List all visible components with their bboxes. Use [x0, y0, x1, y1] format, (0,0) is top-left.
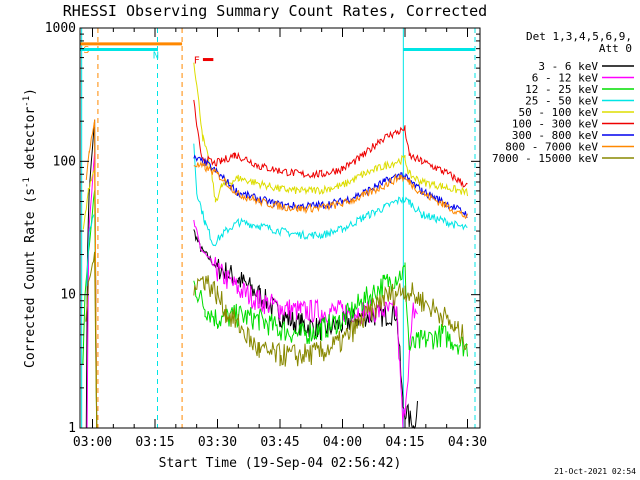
x-axis-title: Start Time (19-Sep-04 02:56:42) — [159, 456, 402, 471]
legend-label: 6 - 12 keV — [532, 72, 599, 85]
y-axis-title-main: Corrected Count Rate (s — [23, 188, 38, 368]
legend-label: 7000 - 15000 keV — [492, 152, 598, 165]
y-axis-title-sup2: -1 — [22, 96, 32, 107]
status-bar-label: N — [153, 50, 159, 61]
legend-label: 3 - 6 keV — [538, 60, 598, 73]
legend-detectors: Det 1,3,4,5,6,9, — [526, 30, 632, 43]
timestamp: 21-Oct-2021 02:54 — [554, 467, 636, 476]
legend-label: 100 - 300 keV — [512, 118, 598, 131]
x-tick-label: 04:30 — [448, 435, 487, 450]
series-line — [82, 190, 468, 428]
y-axis-title-mid: detector — [23, 107, 38, 178]
legend-attenuator: Att 0 — [599, 42, 632, 55]
plot-frame — [79, 27, 481, 429]
series-line — [193, 99, 468, 188]
legend-label: 25 - 50 keV — [525, 95, 598, 108]
series-line — [82, 62, 468, 429]
legend-label: 50 - 100 keV — [519, 106, 599, 119]
flare-flag-label: F — [194, 56, 200, 67]
x-tick-label: 03:30 — [198, 435, 237, 450]
legend-label: 12 - 25 keV — [525, 83, 598, 96]
series-line — [86, 143, 468, 427]
x-tick-label: 03:00 — [73, 435, 112, 450]
y-tick-label: 1000 — [45, 21, 76, 36]
legend-label: 300 - 800 keV — [512, 129, 598, 142]
x-axis: 03:00 03:15 03:30 03:45 04:00 04:15 04:30 — [73, 28, 487, 450]
x-tick-label: 03:45 — [260, 435, 299, 450]
series-line — [193, 154, 468, 218]
y-tick-label: 100 — [53, 154, 76, 169]
plot-area: SNF — [80, 28, 476, 430]
y-tick-label: 1 — [68, 421, 76, 436]
series-line — [85, 119, 468, 428]
y-axis-title-end: ) — [23, 88, 38, 96]
legend-label: 800 - 7000 keV — [505, 141, 598, 154]
y-axis-title: Corrected Count Rate (s-1 detector-1) — [22, 88, 38, 368]
series-line — [85, 251, 468, 429]
chart-title: RHESSI Observing Summary Count Rates, Co… — [63, 2, 487, 20]
x-tick-label: 03:15 — [135, 435, 174, 450]
y-axis-title-sup1: -1 — [22, 177, 32, 188]
y-tick-label: 10 — [60, 288, 76, 303]
y-axis: 1 10 100 1000 — [45, 21, 480, 436]
x-tick-label: 04:00 — [323, 435, 362, 450]
x-tick-label: 04:15 — [385, 435, 424, 450]
